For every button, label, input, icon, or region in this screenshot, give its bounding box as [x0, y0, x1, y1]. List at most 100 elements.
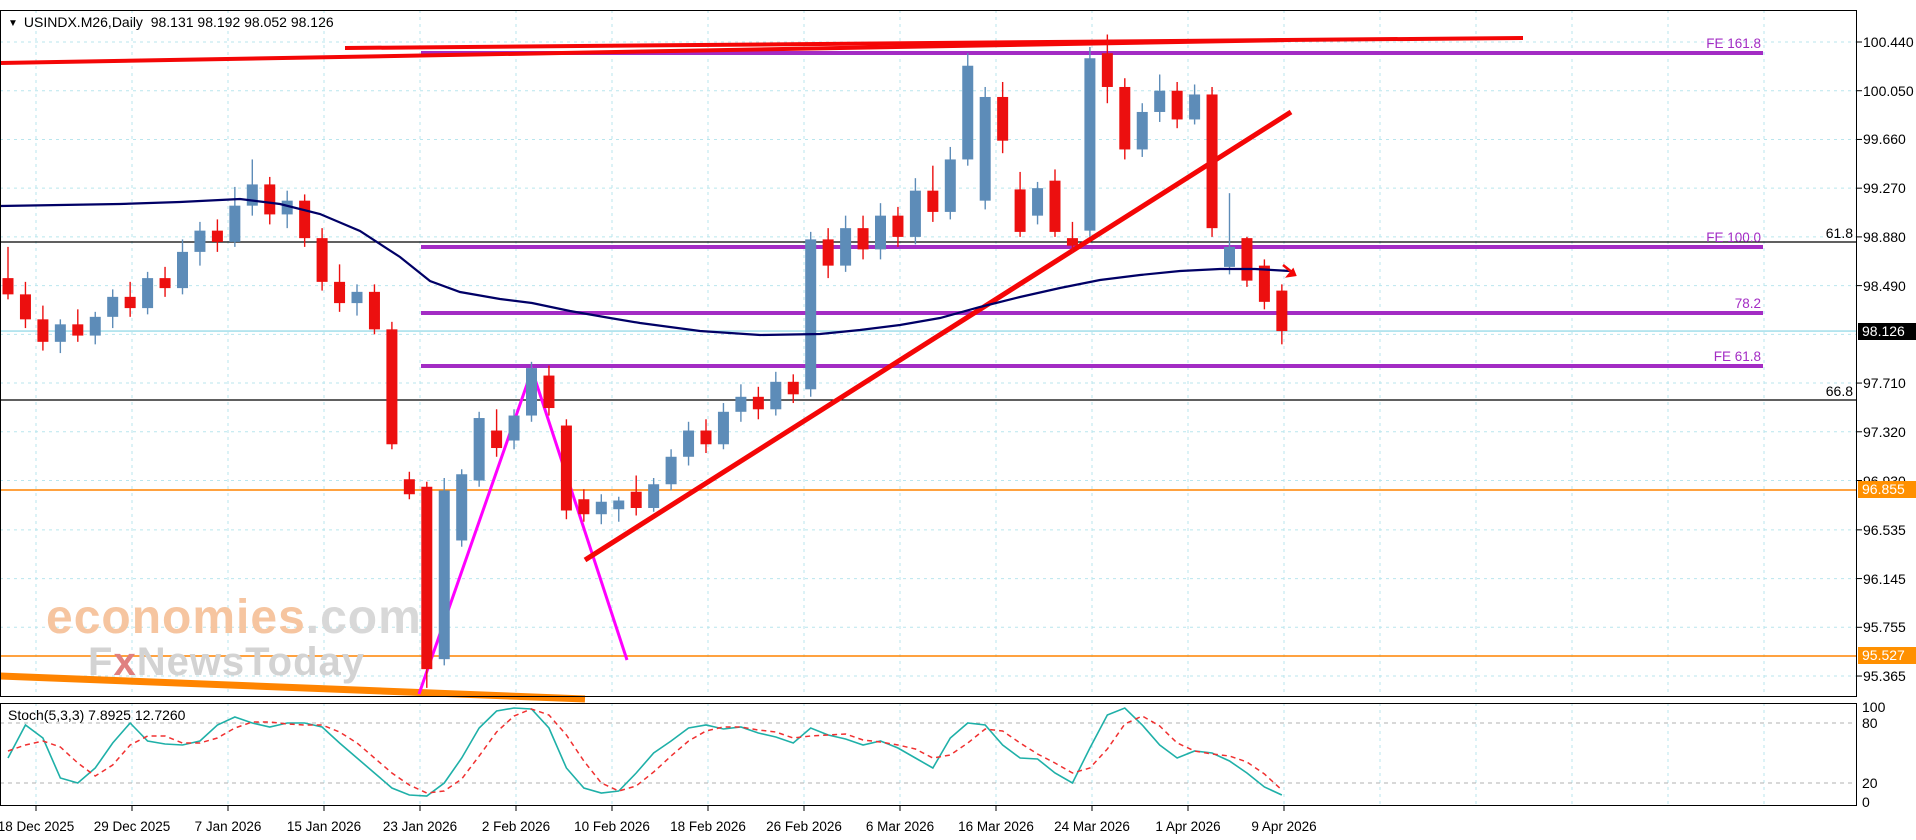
stoch-axis-label: 0 — [1862, 794, 1870, 810]
symbol-title: USINDX.M26,Daily — [23, 14, 143, 30]
watermark-brand: economies.com — [46, 591, 422, 644]
candle-body-down — [892, 215, 904, 237]
price-badge: 98.126 — [1858, 322, 1916, 340]
time-axis-label: 18 Feb 2026 — [670, 819, 746, 834]
candle-body-up — [1084, 58, 1096, 231]
price-axis-label: 98.490 — [1863, 277, 1906, 294]
candle-body-down — [491, 430, 503, 449]
candle-body-up — [805, 239, 817, 390]
price-axis-label: 95.365 — [1863, 668, 1906, 685]
candle-body-down — [822, 239, 834, 266]
candle-body-down — [159, 278, 171, 289]
candle-body-up — [456, 474, 468, 541]
time-axis-label: 23 Jan 2026 — [382, 819, 458, 834]
time-axis-label: 1 Apr 2026 — [1155, 819, 1221, 834]
candle-body-down — [1241, 238, 1253, 281]
candle-body-down — [72, 324, 84, 336]
candle-body-up — [683, 430, 695, 457]
symbol-dropdown-icon[interactable]: ▼ — [8, 18, 18, 29]
fib-line-label: 78.2 — [1734, 296, 1761, 311]
candle-body-up — [648, 484, 660, 508]
candle-body-down — [927, 190, 939, 212]
time-axis-label: 10 Feb 2026 — [574, 819, 650, 834]
watermark: economies.com FxNewsToday — [46, 591, 422, 684]
price-axis-label: 95.755 — [1863, 619, 1906, 636]
price-axis-label: 98.880 — [1863, 228, 1906, 245]
candle-body-up — [54, 324, 66, 342]
retracement-level-label: 66.8 — [1825, 383, 1853, 399]
moving-average-line — [0, 197, 1291, 337]
candle-body-up — [438, 490, 450, 660]
watermark-subbrand: FxNewsToday — [88, 640, 366, 684]
candle-body-down — [316, 238, 328, 282]
candle-body-down — [124, 296, 136, 309]
candle-body-down — [560, 425, 572, 511]
candle-body-up — [770, 381, 782, 410]
candle-body-down — [1049, 180, 1061, 232]
fib-line-label: FE 161.8 — [1706, 36, 1761, 51]
candle-body-down — [2, 278, 14, 295]
time-axis-label: 2 Feb 2026 — [481, 819, 551, 834]
candle-body-down — [211, 230, 223, 242]
candle-body-down — [1206, 94, 1218, 229]
candle-body-up — [1189, 94, 1201, 120]
candle-body-down — [368, 291, 380, 330]
fib-line-label: FE 100.0 — [1706, 230, 1761, 245]
stoch-axis-label: 80 — [1862, 715, 1878, 731]
stochastic-indicator-label: Stoch(5,3,3) 7.8925 12.7260 — [8, 707, 186, 723]
time-axis-label: 16 Mar 2026 — [958, 819, 1034, 834]
candle-body-up — [508, 415, 520, 441]
price-axis-label: 99.270 — [1863, 180, 1906, 197]
time-axis-label: 9 Apr 2026 — [1251, 819, 1317, 834]
candle-body-down — [421, 486, 433, 670]
price-axis-label: 99.660 — [1863, 131, 1906, 148]
candle-body-up — [229, 205, 241, 242]
candle-body-up — [1224, 246, 1235, 267]
candle-body-up — [735, 396, 747, 412]
price-axis-label: 96.535 — [1863, 521, 1906, 538]
zigzag-pattern — [417, 365, 629, 695]
candle-body-down — [1101, 53, 1113, 87]
time-axis-label: 15 Jan 2026 — [286, 819, 362, 834]
candle-body-down — [334, 281, 346, 304]
stoch-axis-label: 20 — [1862, 775, 1878, 791]
retracement-level-label: 61.8 — [1825, 225, 1853, 241]
candle-body-down — [857, 228, 869, 250]
candle-body-up — [89, 316, 101, 336]
candle-body-down — [1276, 290, 1288, 332]
red-trend-line — [0, 38, 1291, 65]
candle-body-up — [194, 230, 206, 252]
price-axis-label: 97.710 — [1863, 375, 1906, 392]
time-axis-label: 6 Mar 2026 — [865, 819, 935, 834]
candle-body-up — [351, 291, 363, 304]
candle-body-down — [787, 381, 799, 395]
symbol-bar[interactable]: ▼ USINDX.M26,Daily 98.131 98.192 98.052 9… — [8, 14, 334, 30]
price-badge: 95.527 — [1858, 647, 1916, 665]
candle-body-down — [1258, 265, 1270, 302]
price-badge: 96.855 — [1858, 481, 1916, 499]
stoch-signal-line — [7, 708, 1283, 794]
candle-body-up — [909, 190, 921, 237]
time-axis-label: 26 Feb 2026 — [766, 819, 842, 834]
candle-body-up — [613, 500, 625, 510]
candle-body-up — [595, 501, 607, 515]
fib-line-label: FE 61.8 — [1713, 349, 1761, 364]
sell-arrow-icon — [1282, 264, 1297, 278]
candle-body-up — [526, 368, 537, 416]
candle-body-down — [1171, 90, 1183, 120]
red-trend-line — [583, 109, 1293, 563]
candle-body-down — [19, 294, 31, 320]
candle-body-down — [264, 184, 276, 215]
price-axis-label: 100.440 — [1863, 34, 1914, 50]
candle-body-up — [246, 184, 258, 206]
candle-body-up — [177, 251, 188, 289]
candle-body-down — [299, 200, 311, 239]
candle-body-down — [752, 396, 764, 410]
candle-body-down — [37, 319, 49, 342]
candle-body-up — [979, 96, 991, 201]
candle-body-up — [1136, 111, 1148, 150]
time-axis-label: 29 Dec 2025 — [93, 819, 171, 834]
candle-body-down — [386, 329, 398, 445]
candle-body-down — [1119, 86, 1131, 150]
